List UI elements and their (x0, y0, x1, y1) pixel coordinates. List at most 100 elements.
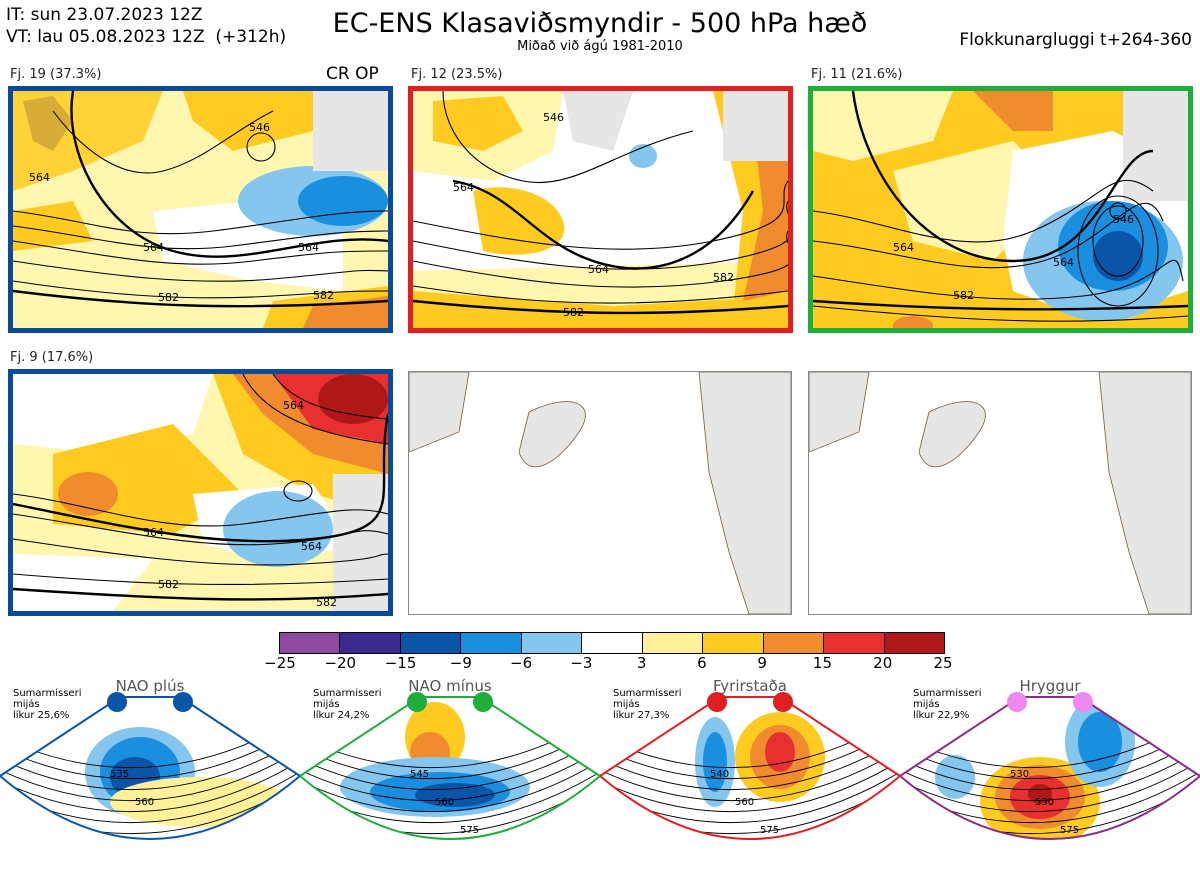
contour-label: 582 (563, 306, 584, 319)
regime-title: Fyrirstaða (713, 677, 787, 695)
cluster-map-1: 546 564 564 564 582 582 (8, 86, 393, 333)
height-contour (300, 749, 600, 802)
height-contour (600, 760, 900, 813)
contour-label: 564 (1053, 256, 1074, 269)
colorbar-tick-label: 9 (757, 654, 767, 672)
colorbar-swatch (280, 633, 341, 653)
contour-label: 564 (588, 263, 609, 276)
colorbar-swatch (582, 633, 643, 653)
regime-map: 540 560 575 (600, 696, 900, 840)
regime-marker (107, 692, 127, 712)
height-contour (300, 760, 600, 813)
colorbar-swatch (703, 633, 764, 653)
page-subtitle: Miðað við ágú 1981-2010 (517, 39, 683, 54)
contour-label: 582 (158, 578, 179, 591)
anomaly-patch (415, 783, 495, 807)
colorbar-tick-label: −15 (384, 654, 417, 672)
regime-marker (173, 692, 193, 712)
cluster-window: Flokkunargluggi t+264-360 (959, 30, 1192, 50)
height-contour (0, 760, 300, 813)
colorbar-tick-label: −3 (570, 654, 593, 672)
cluster-label-1: Fj. 19 (37.3%) (10, 67, 102, 82)
cluster-tag-1: CR OP (326, 64, 379, 84)
contour-label: 560 (435, 797, 454, 808)
contour-label: 582 (313, 289, 334, 302)
height-contour (900, 738, 1200, 791)
height-contour (0, 749, 300, 802)
height-contour (900, 760, 1200, 813)
contour-label: 564 (893, 241, 914, 254)
cluster-map-3: 564 564 582 546 (808, 86, 1193, 333)
contour-label: 564 (283, 399, 304, 412)
contour-label: 575 (460, 825, 479, 836)
regime-note: Sumarmisseri mijás líkur 22,9% (913, 688, 982, 721)
regime-title: Hryggur (1019, 677, 1081, 695)
empty-map-1 (408, 371, 792, 615)
contour-label: 560 (735, 797, 754, 808)
colorbar-swatch (400, 633, 462, 653)
regime-outline (300, 696, 600, 840)
colorbar-swatch (763, 633, 825, 653)
height-contour (0, 738, 300, 791)
regime-map: 535 560 (0, 696, 300, 840)
contour-label: 564 (453, 181, 474, 194)
colorbar-tick-label: 20 (873, 654, 893, 672)
contour-label: 582 (953, 289, 974, 302)
contour-label: 530 (1010, 769, 1029, 780)
contour-label: 550 (1035, 797, 1054, 808)
colorbar-swatch (461, 633, 522, 653)
regime-map: 530 550 575 (900, 696, 1200, 840)
contour-label: 546 (1113, 213, 1134, 226)
regime-outline (0, 696, 300, 840)
regime-marker (773, 692, 793, 712)
anomaly-patch (1078, 712, 1122, 772)
contour-label: 564 (301, 540, 322, 553)
contour-label: 546 (543, 111, 564, 124)
regime-marker (473, 692, 493, 712)
page-title: EC-ENS Klasaviðsmyndir - 500 hPa hæð (332, 8, 868, 39)
colorbar-tick-label: −20 (324, 654, 357, 672)
contour-label: 535 (110, 769, 129, 780)
regime-title: NAO mínus (408, 677, 492, 695)
anomaly-patch (703, 732, 727, 792)
colorbar-tick-label: −6 (510, 654, 533, 672)
colorbar-tick-label: −9 (449, 654, 472, 672)
regime-marker (1007, 692, 1027, 712)
empty-map-2 (808, 371, 1192, 615)
anomaly-patch (765, 732, 795, 772)
contour-label: 540 (710, 769, 729, 780)
colorbar-tick-label: −25 (264, 654, 296, 672)
contour-label: 546 (249, 121, 270, 134)
regime-note: Sumarmisseri mijás líkur 24,2% (313, 688, 382, 721)
colorbar (279, 632, 945, 654)
regime-outline (900, 696, 1200, 840)
contour-label: 560 (135, 797, 154, 808)
colorbar-tick-label: 6 (697, 654, 707, 672)
colorbar-swatch (521, 633, 583, 653)
colorbar-swatch (340, 633, 401, 653)
colorbar-tick-label: 15 (812, 654, 832, 672)
height-contour (600, 749, 900, 802)
cluster-label-4: Fj. 9 (17.6%) (10, 350, 94, 365)
contour-label: 564 (143, 241, 164, 254)
height-contour (600, 738, 900, 791)
valid-time: VT: lau 05.08.2023 12Z (+312h) (6, 27, 287, 47)
anomaly-patch (935, 755, 975, 799)
cluster-map-4: 564 564 564 582 582 (8, 369, 393, 616)
contour-label: 564 (143, 526, 164, 539)
contour-label: 575 (760, 825, 779, 836)
contour-label: 582 (158, 291, 179, 304)
height-contour (900, 749, 1200, 802)
initial-time: IT: sun 23.07.2023 12Z (6, 5, 203, 25)
colorbar-tick-label: 25 (933, 654, 953, 672)
regime-marker (707, 692, 727, 712)
contour-label: 582 (316, 596, 337, 609)
contour-label: 575 (1060, 825, 1079, 836)
colorbar-swatch (884, 633, 944, 653)
regime-marker (407, 692, 427, 712)
contour-label: 545 (410, 769, 429, 780)
colorbar-tick-label: 3 (636, 654, 647, 672)
regime-map: 545 560 575 (300, 696, 600, 840)
regime-note: Sumarmisseri mijás líkur 27,3% (613, 688, 682, 721)
contour-label: 564 (298, 241, 319, 254)
